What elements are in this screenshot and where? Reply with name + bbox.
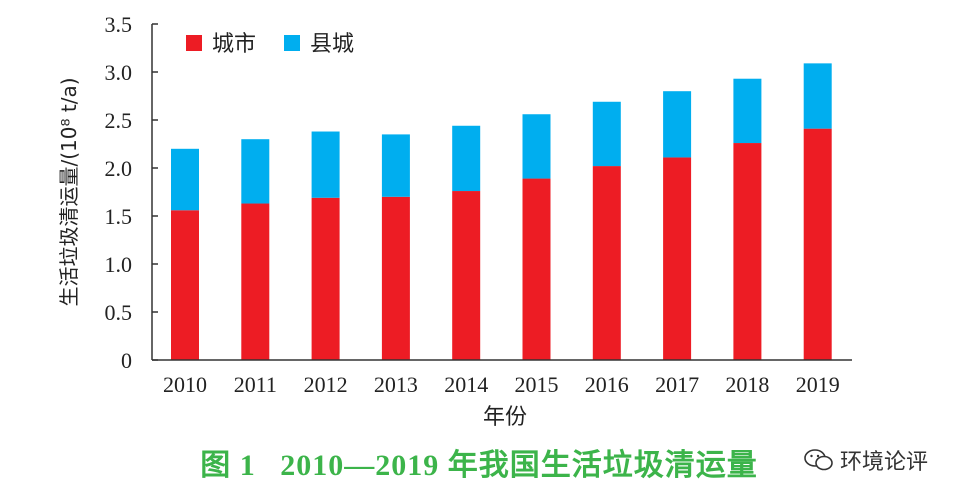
bar-city-2015 [522, 178, 551, 360]
x-tick-label: 2018 [725, 372, 769, 397]
x-tick-label: 2014 [444, 372, 488, 397]
x-axis-label: 年份 [483, 405, 527, 430]
y-tick-label: 2.5 [105, 108, 133, 133]
legend-label-0: 城市 [212, 32, 256, 57]
bar-county-2017 [663, 91, 692, 158]
bar-city-2014 [452, 191, 481, 360]
bar-city-2010 [171, 210, 199, 360]
bar-county-2018 [733, 78, 762, 144]
y-tick-label: 0 [121, 348, 132, 373]
bar-county-2010 [171, 148, 199, 211]
bar-city-2016 [592, 166, 621, 360]
y-tick-label: 1.5 [105, 204, 133, 229]
watermark: 环境论评 [804, 444, 928, 476]
x-tick-label: 2013 [374, 372, 418, 397]
y-axis-label: 生活垃圾清运量/(10⁸ t/a) [57, 77, 81, 306]
y-tick-label: 3.5 [105, 12, 133, 37]
bar-city-2017 [663, 157, 692, 360]
watermark-text: 环境论评 [839, 450, 928, 475]
bar-county-2012 [311, 131, 340, 198]
x-tick-label: 2012 [304, 372, 348, 397]
x-tick-label: 2016 [585, 372, 629, 397]
stacked-bar-chart: 2010 2011 2012 2013 2014 2015 2016 2017 2018 2019… [57, 12, 852, 430]
wechat-icon [804, 449, 833, 471]
caption-text: 2010—2019 年我国生活垃圾清运量 [280, 449, 758, 482]
y-tick-label: 1.0 [105, 252, 133, 277]
y-tick-label: 0.5 [105, 300, 133, 325]
x-tick-label: 2011 [234, 372, 277, 397]
bar-city-2018 [733, 143, 762, 360]
x-tick-label: 2017 [655, 372, 699, 397]
legend-label-1: 县城 [310, 32, 354, 57]
bar-county-2011 [241, 139, 270, 204]
x-tick-label: 2015 [515, 372, 559, 397]
x-tick-label: 2010 [163, 372, 207, 397]
bar-city-2012 [311, 197, 340, 360]
bar-city-2013 [381, 196, 410, 360]
bar-city-2019 [803, 128, 832, 360]
bar-county-2019 [803, 63, 832, 129]
figure-caption: 图 1 2010—2019 年我国生活垃圾清运量 [0, 440, 958, 484]
x-tick-label: 2019 [796, 372, 840, 397]
bar-county-2015 [522, 114, 551, 179]
bar-county-2014 [452, 125, 481, 192]
caption-label: 图 1 [200, 449, 256, 482]
y-tick-label: 3.0 [105, 60, 133, 85]
bar-city-2011 [241, 203, 270, 360]
bar-county-2016 [592, 101, 621, 167]
legend-swatch-1 [284, 35, 300, 51]
legend-swatch-0 [186, 35, 202, 51]
bar-county-2013 [381, 134, 410, 197]
y-tick-label: 2.0 [105, 156, 133, 181]
